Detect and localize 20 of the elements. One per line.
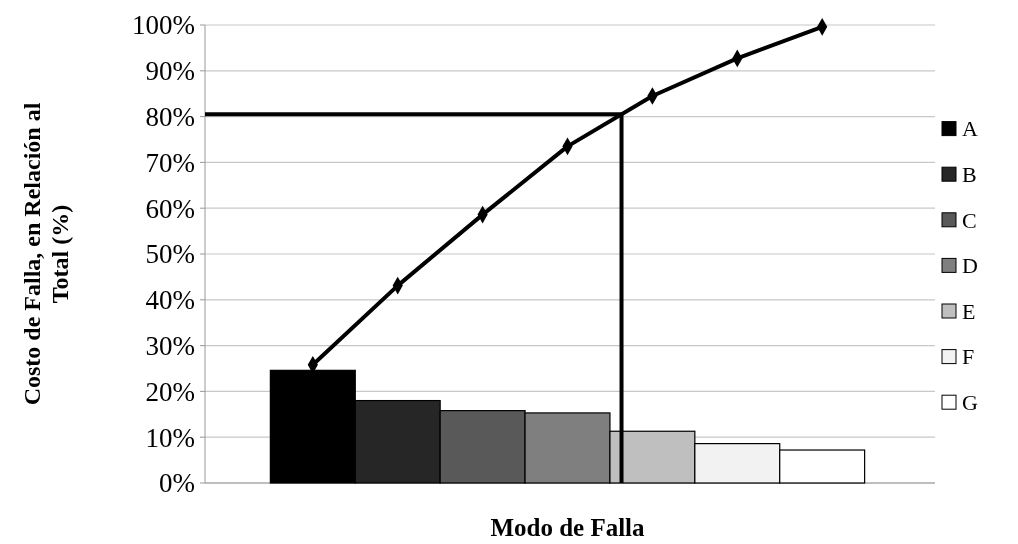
y-axis-title: Costo de Falla, en Relación al Total (%): [19, 102, 73, 406]
legend-label: C: [962, 207, 977, 233]
y-tick-label: 50%: [145, 239, 195, 270]
y-tick-label: 30%: [145, 331, 195, 362]
y-tick-label: 40%: [145, 285, 195, 316]
legend-label: A: [962, 116, 978, 142]
legend-label: F: [962, 344, 975, 370]
legend-label: E: [962, 298, 976, 324]
y-tick-label: 100%: [132, 10, 195, 41]
y-tick-label: 70%: [145, 147, 195, 178]
y-tick-label: 90%: [145, 56, 195, 87]
y-tick-label: 0%: [159, 468, 195, 499]
legend-label: B: [962, 161, 977, 187]
legend-label: D: [962, 253, 978, 279]
y-tick-label: 60%: [145, 193, 195, 224]
legend-label: G: [962, 389, 978, 415]
x-axis-title: Modo de Falla: [490, 514, 646, 541]
y-tick-label: 10%: [145, 422, 195, 453]
y-tick-label: 20%: [145, 376, 195, 407]
y-tick-label: 80%: [145, 102, 195, 133]
